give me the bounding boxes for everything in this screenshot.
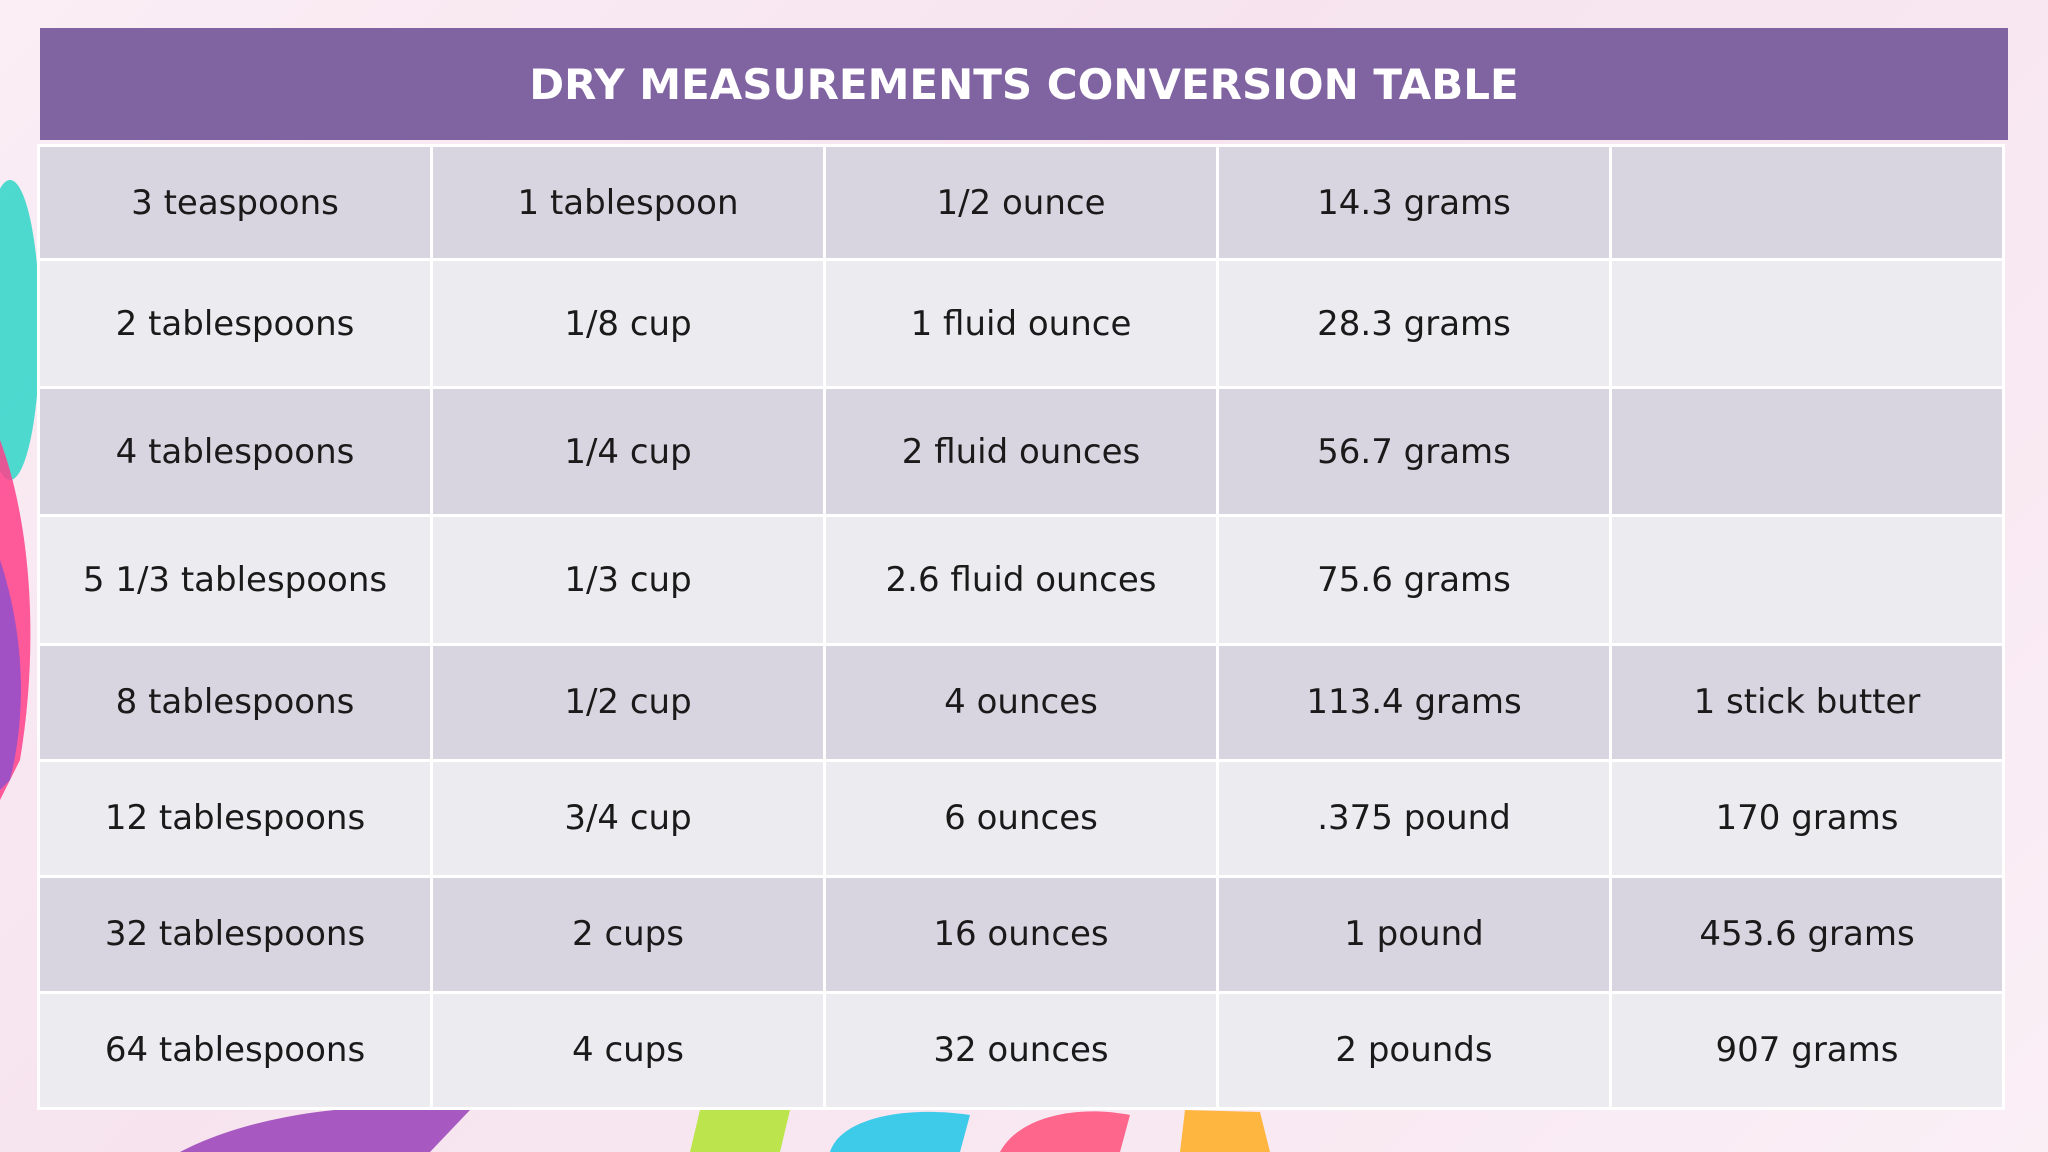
table-cell: 75.6 grams bbox=[1219, 517, 1609, 643]
table-cell: 2 pounds bbox=[1219, 993, 1609, 1107]
table-cell: 1 pound bbox=[1219, 877, 1609, 991]
table-cell: 1 tablespoon bbox=[433, 147, 823, 259]
table-cell bbox=[1612, 517, 2002, 643]
table-cell: .375 pound bbox=[1219, 761, 1609, 875]
table-cell: 2 cups bbox=[433, 877, 823, 991]
table-cell: 1/2 cup bbox=[433, 645, 823, 759]
table-cell: 2.6 fluid ounces bbox=[826, 517, 1216, 643]
table-cell: 4 tablespoons bbox=[40, 389, 430, 515]
table-cell: 6 ounces bbox=[826, 761, 1216, 875]
table-row: 12 tablespoons 3/4 cup 6 ounces .375 pou… bbox=[40, 761, 2002, 875]
table-cell: 113.4 grams bbox=[1219, 645, 1609, 759]
table-cell: 56.7 grams bbox=[1219, 389, 1609, 515]
table-row: 64 tablespoons 4 cups 32 ounces 2 pounds… bbox=[40, 993, 2002, 1107]
table-row: 4 tablespoons 1/4 cup 2 fluid ounces 56.… bbox=[40, 389, 2002, 515]
table-cell: 3/4 cup bbox=[433, 761, 823, 875]
table-cell: 1/4 cup bbox=[433, 389, 823, 515]
table-cell bbox=[1612, 147, 2002, 259]
table-cell: 16 ounces bbox=[826, 877, 1216, 991]
table-cell: 1/2 ounce bbox=[826, 147, 1216, 259]
table-cell: 8 tablespoons bbox=[40, 645, 430, 759]
table-row: 8 tablespoons 1/2 cup 4 ounces 113.4 gra… bbox=[40, 645, 2002, 759]
table-cell: 907 grams bbox=[1612, 993, 2002, 1107]
table-cell: 453.6 grams bbox=[1612, 877, 2002, 991]
table-cell: 32 ounces bbox=[826, 993, 1216, 1107]
conversion-slide: DRY MEASUREMENTS CONVERSION TABLE 3 teas… bbox=[37, 28, 2008, 1110]
table-cell: 5 1/3 tablespoons bbox=[40, 517, 430, 643]
table-cell: 1/8 cup bbox=[433, 261, 823, 387]
table-cell: 4 ounces bbox=[826, 645, 1216, 759]
table-cell: 1 stick butter bbox=[1612, 645, 2002, 759]
table-cell bbox=[1612, 261, 2002, 387]
table-title: DRY MEASUREMENTS CONVERSION TABLE bbox=[40, 28, 2008, 140]
table-cell: 32 tablespoons bbox=[40, 877, 430, 991]
table-cell: 12 tablespoons bbox=[40, 761, 430, 875]
table-cell: 1 fluid ounce bbox=[826, 261, 1216, 387]
table-row: 32 tablespoons 2 cups 16 ounces 1 pound … bbox=[40, 877, 2002, 991]
table-cell: 3 teaspoons bbox=[40, 147, 430, 259]
table-cell: 2 tablespoons bbox=[40, 261, 430, 387]
table-cell: 170 grams bbox=[1612, 761, 2002, 875]
table-cell: 14.3 grams bbox=[1219, 147, 1609, 259]
table-row: 3 teaspoons 1 tablespoon 1/2 ounce 14.3 … bbox=[40, 147, 2002, 259]
table-row: 2 tablespoons 1/8 cup 1 fluid ounce 28.3… bbox=[40, 261, 2002, 387]
table-cell bbox=[1612, 389, 2002, 515]
conversion-table: 3 teaspoons 1 tablespoon 1/2 ounce 14.3 … bbox=[37, 144, 2005, 1110]
table-cell: 2 fluid ounces bbox=[826, 389, 1216, 515]
table-cell: 28.3 grams bbox=[1219, 261, 1609, 387]
table-cell: 1/3 cup bbox=[433, 517, 823, 643]
table-cell: 4 cups bbox=[433, 993, 823, 1107]
table-cell: 64 tablespoons bbox=[40, 993, 430, 1107]
table-row: 5 1/3 tablespoons 1/3 cup 2.6 fluid ounc… bbox=[40, 517, 2002, 643]
